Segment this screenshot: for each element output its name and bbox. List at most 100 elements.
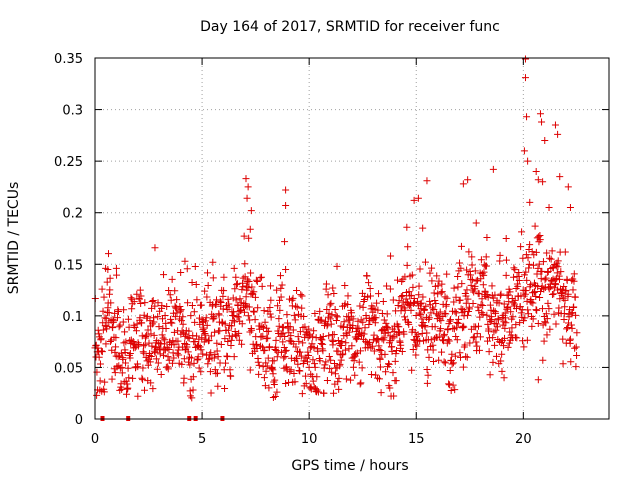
data-point <box>544 268 552 276</box>
data-point <box>95 353 103 361</box>
data-point <box>414 194 422 202</box>
data-point <box>422 302 430 310</box>
data-point <box>409 345 417 353</box>
data-point <box>557 268 565 276</box>
plot-frame <box>94 57 610 420</box>
data-point <box>376 355 384 363</box>
data-point <box>508 324 516 332</box>
data-point <box>554 263 562 271</box>
y-tick-label: 0.35 <box>54 52 83 67</box>
data-point <box>543 315 551 323</box>
data-point <box>272 336 280 344</box>
data-point <box>372 314 380 322</box>
data-point <box>191 318 199 326</box>
data-point <box>377 389 385 397</box>
data-point <box>387 252 395 260</box>
data-point <box>462 353 470 361</box>
data-point <box>112 343 120 351</box>
data-point <box>485 325 493 333</box>
data-point <box>213 347 221 355</box>
data-point <box>329 284 337 292</box>
data-point <box>379 297 387 305</box>
data-point <box>132 327 140 335</box>
data-point <box>457 353 465 361</box>
data-point <box>479 302 487 310</box>
data-point <box>199 350 207 358</box>
data-point <box>226 366 234 374</box>
data-point <box>127 294 135 302</box>
data-point <box>542 310 550 318</box>
data-point <box>506 288 514 296</box>
data-point <box>530 289 538 297</box>
data-point <box>419 319 427 327</box>
data-point <box>296 328 304 336</box>
data-point <box>332 316 340 324</box>
data-point <box>523 113 531 121</box>
data-point <box>393 347 401 355</box>
y-tick-label: 0.15 <box>54 258 83 273</box>
data-point <box>147 353 155 361</box>
data-point <box>128 305 136 313</box>
data-point <box>451 352 459 360</box>
data-point <box>112 264 120 272</box>
data-point <box>452 333 460 341</box>
data-point <box>327 299 335 307</box>
data-point <box>517 243 525 251</box>
data-point <box>489 334 497 342</box>
data-point <box>195 364 203 372</box>
data-point <box>375 375 383 383</box>
data-point <box>222 359 230 367</box>
data-point <box>184 348 192 356</box>
x-tick-label: 15 <box>408 432 425 447</box>
data-point <box>293 303 301 311</box>
data-point <box>524 306 532 314</box>
data-point <box>205 355 213 363</box>
data-point <box>214 353 222 361</box>
data-point <box>122 338 130 346</box>
data-point <box>163 302 171 310</box>
data-point <box>262 367 270 375</box>
data-point <box>163 344 171 352</box>
data-point <box>138 319 146 327</box>
data-point <box>114 314 122 322</box>
data-point <box>449 381 457 389</box>
data-point <box>460 323 468 331</box>
data-point <box>572 343 580 351</box>
data-point <box>207 349 215 357</box>
data-point <box>544 299 552 307</box>
data-point <box>297 352 305 360</box>
data-point <box>295 337 303 345</box>
data-point <box>461 341 469 349</box>
data-point <box>242 175 250 183</box>
data-point <box>566 335 574 343</box>
data-point <box>473 330 481 338</box>
data-point <box>536 110 544 118</box>
data-point <box>99 326 107 334</box>
data-point <box>478 309 486 317</box>
data-point <box>459 180 467 188</box>
data-point <box>494 316 502 324</box>
data-point <box>261 346 269 354</box>
data-point <box>179 320 187 328</box>
data-point <box>342 339 350 347</box>
data-point <box>573 329 581 337</box>
data-point <box>430 306 438 314</box>
data-point <box>224 326 232 334</box>
data-point <box>219 292 227 300</box>
data-point <box>164 365 172 373</box>
data-point <box>273 388 281 396</box>
data-point <box>230 264 238 272</box>
data-point <box>154 299 162 307</box>
data-point <box>255 361 263 369</box>
data-point <box>401 313 409 321</box>
data-point <box>95 330 103 338</box>
data-point <box>426 297 434 305</box>
data-point <box>546 325 554 333</box>
data-point <box>275 322 283 330</box>
data-point <box>97 335 105 343</box>
data-point <box>292 343 300 351</box>
data-point <box>470 333 478 341</box>
data-point <box>419 224 427 232</box>
data-point <box>497 290 505 298</box>
data-point <box>471 282 479 290</box>
